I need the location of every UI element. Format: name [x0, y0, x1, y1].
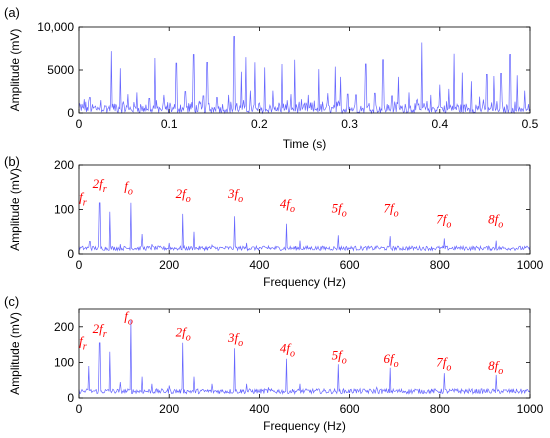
harmonic-annotation: 2fr — [93, 321, 107, 340]
y-tick-label: 200 — [54, 320, 74, 334]
x-tick-label: 0.4 — [431, 117, 448, 131]
x-tick-label: 1000 — [517, 258, 544, 272]
x-tick-label: 0.3 — [341, 117, 358, 131]
x-tick-label: 0 — [76, 402, 83, 416]
harmonic-annotation: fo — [124, 178, 133, 197]
y-tick-label: 0 — [67, 106, 74, 120]
harmonic-annotation: 6fo — [384, 351, 399, 370]
harmonic-annotation: 7fo — [436, 355, 451, 374]
x-tick-label: 200 — [159, 402, 179, 416]
axes-frame — [78, 164, 531, 255]
harmonic-annotation: 2fo — [176, 186, 191, 205]
axes-frame — [78, 308, 531, 399]
axes-frame — [78, 26, 531, 114]
y-tick-label: 200 — [54, 158, 74, 172]
x-tick-label: 200 — [159, 258, 179, 272]
signal-line — [78, 202, 531, 252]
x-tick-label: 800 — [430, 258, 450, 272]
harmonic-annotation: 7fo — [384, 201, 399, 220]
harmonic-annotation: 3fo — [227, 330, 243, 349]
x-tick-label: 0.2 — [251, 117, 268, 131]
y-axis-label: Amplitude (mV) — [8, 312, 22, 395]
x-tick-label: 600 — [340, 258, 360, 272]
harmonic-annotation: 2fr — [93, 176, 107, 195]
x-axis-label: Frequency (Hz) — [263, 419, 346, 433]
panel-tag: (c) — [4, 294, 19, 309]
harmonic-annotation: fr — [79, 189, 87, 208]
panel-tag: (a) — [4, 5, 20, 20]
signal-line — [78, 319, 531, 396]
harmonic-annotation: 5fo — [332, 348, 347, 367]
x-tick-label: 600 — [340, 402, 360, 416]
harmonic-annotation: 7fo — [436, 212, 451, 231]
harmonic-annotation: fo — [124, 308, 133, 327]
panel-b: 0 200 400 600 800 1000 0 100 200 Frequency (Hz) Am… — [4, 154, 544, 289]
y-tick-label: 0 — [67, 247, 74, 261]
x-tick-label: 0.1 — [161, 117, 178, 131]
x-tick-label: 0 — [76, 117, 83, 131]
y-tick-label: 10,000 — [37, 20, 74, 34]
y-tick-label: 100 — [54, 203, 74, 217]
harmonic-annotation: 5fo — [332, 201, 347, 220]
y-tick-label: 100 — [54, 355, 74, 369]
x-tick-label: 800 — [430, 402, 450, 416]
harmonic-annotation: 8fo — [488, 212, 503, 231]
y-tick-label: 0 — [67, 391, 74, 405]
x-axis-label: Time (s) — [283, 137, 327, 151]
x-axis-label: Frequency (Hz) — [263, 275, 346, 289]
signal-line — [78, 36, 531, 115]
panel-c: 0 200 400 600 800 1000 0 100 200 Frequency (Hz) Am… — [4, 294, 544, 433]
x-tick-label: 0.5 — [522, 117, 539, 131]
x-tick-label: 400 — [249, 258, 269, 272]
harmonic-annotation: 2fo — [176, 324, 191, 343]
panel-tag: (b) — [4, 154, 20, 169]
harmonic-annotation: 4fo — [280, 196, 295, 215]
harmonic-annotation: 3fo — [227, 186, 243, 205]
x-tick-label: 1000 — [517, 402, 544, 416]
harmonic-annotation: 4fo — [280, 340, 295, 359]
x-tick-label: 400 — [249, 402, 269, 416]
panel-a: 0 0.1 0.2 0.3 0.4 0.5 0 5000 10,000 Time (s) Ampli… — [4, 5, 539, 151]
y-axis-label: Amplitude (mV) — [8, 29, 22, 112]
harmonic-annotation: 8fo — [488, 358, 503, 377]
x-tick-label: 0 — [76, 258, 83, 272]
y-tick-label: 5000 — [47, 63, 74, 77]
harmonic-annotation: fr — [79, 333, 87, 352]
y-axis-label: Amplitude (mV) — [8, 168, 22, 251]
